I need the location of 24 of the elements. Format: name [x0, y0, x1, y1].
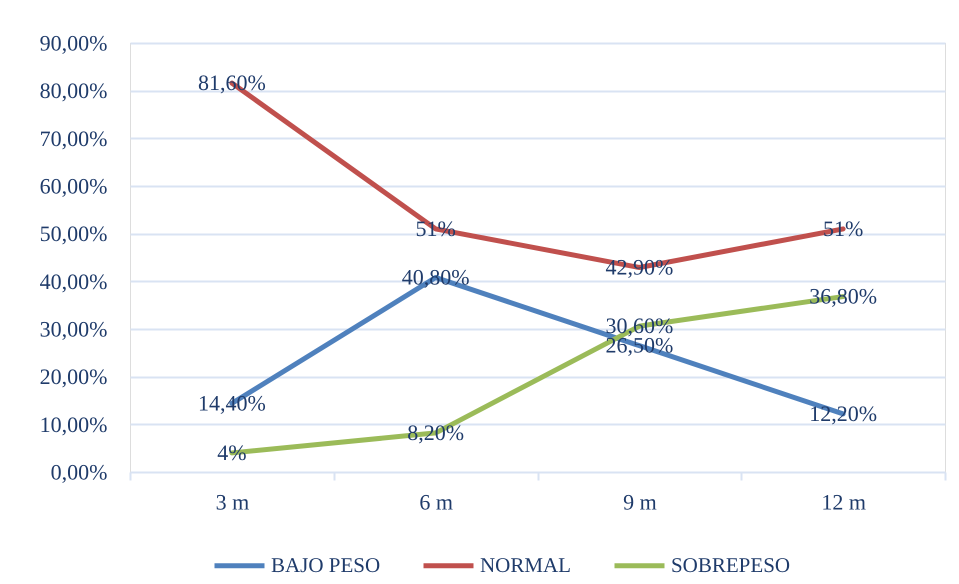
- x-tick-label: 6 m: [419, 490, 453, 514]
- data-label: 81,60%: [198, 70, 266, 96]
- y-tick-label: 50,00%: [40, 221, 108, 246]
- y-tick-label: 20,00%: [40, 364, 108, 390]
- y-tick-label: 0,00%: [50, 460, 108, 484]
- legend-label: BAJO PESO: [271, 552, 380, 577]
- data-label: 40,80%: [402, 264, 470, 290]
- data-label: 4%: [217, 440, 247, 465]
- y-tick-label: 30,00%: [40, 316, 108, 342]
- x-tick-label: 12 m: [821, 490, 866, 514]
- data-label: 51%: [822, 216, 864, 241]
- x-tick-label: 9 m: [623, 490, 657, 514]
- data-label: 14,40%: [198, 390, 266, 416]
- x-tick-label: 3 m: [216, 490, 250, 514]
- data-label: 12,20%: [809, 400, 878, 426]
- y-tick-label: 90,00%: [40, 30, 108, 56]
- legend-label: SOBREPESO: [671, 552, 790, 577]
- data-label: 36,80%: [809, 284, 878, 309]
- y-tick-label: 40,00%: [40, 268, 108, 294]
- y-tick-label: 70,00%: [40, 126, 108, 151]
- y-tick-label: 60,00%: [40, 174, 108, 198]
- legend-label: NORMAL: [480, 552, 572, 577]
- y-tick-label: 80,00%: [40, 78, 108, 104]
- y-tick-label: 10,00%: [40, 412, 108, 437]
